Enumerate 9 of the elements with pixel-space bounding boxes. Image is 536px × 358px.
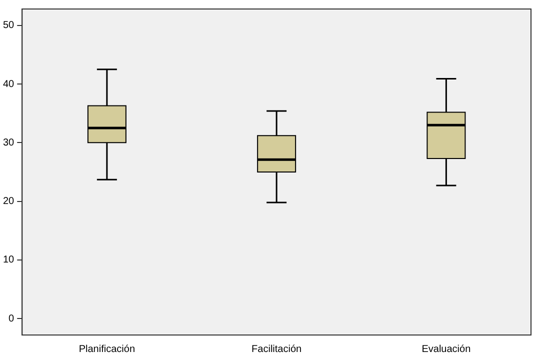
x-tick-label: Planificación (78, 344, 136, 355)
y-tick-label: 40 (3, 78, 15, 90)
y-tick-label: 50 (3, 20, 15, 32)
y-tick-label: 10 (3, 254, 15, 266)
y-tick-label: 20 (3, 196, 15, 208)
x-tick-label: Facilitación (252, 344, 302, 355)
x-tick-label: Evaluación (422, 344, 471, 355)
y-tick-label: 30 (3, 137, 15, 148)
y-tick-label: 0 (8, 313, 15, 324)
